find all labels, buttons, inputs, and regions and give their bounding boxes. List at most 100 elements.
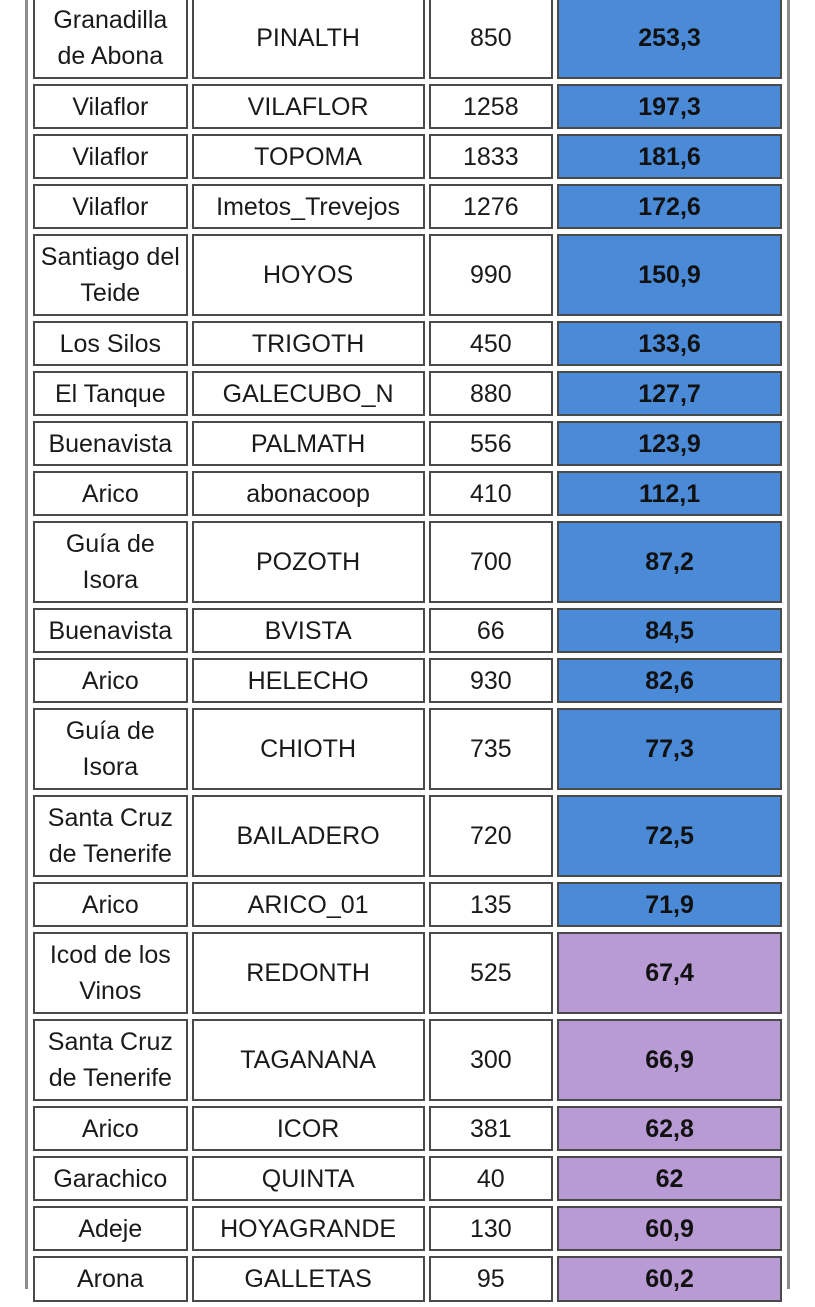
station-cell: TRIGOTH <box>191 321 425 366</box>
altitude-cell: 700 <box>428 521 554 603</box>
altitude-cell: 1258 <box>428 84 554 129</box>
table-row: Arico abonacoop 410 112,1 <box>33 471 782 516</box>
municipality-cell: Guía de Isora <box>33 521 188 603</box>
municipality-cell: El Tanque <box>33 371 188 416</box>
altitude-cell: 720 <box>428 795 554 877</box>
municipality-cell: Arico <box>33 471 188 516</box>
station-cell: Imetos_Trevejos <box>191 184 425 229</box>
altitude-cell: 135 <box>428 882 554 927</box>
altitude-cell: 525 <box>428 932 554 1014</box>
value-cell: 181,6 <box>557 134 782 179</box>
municipality-cell: Guía de Isora <box>33 708 188 790</box>
table-row: El Tanque GALECUBO_N 880 127,7 <box>33 371 782 416</box>
altitude-cell: 450 <box>428 321 554 366</box>
altitude-cell: 300 <box>428 1019 554 1101</box>
altitude-cell: 556 <box>428 421 554 466</box>
station-cell: POZOTH <box>191 521 425 603</box>
municipality-cell: Granadilla de Abona <box>33 0 188 79</box>
altitude-cell: 1833 <box>428 134 554 179</box>
table-row: Icod de los Vinos REDONTH 525 67,4 <box>33 932 782 1014</box>
value-cell: 150,9 <box>557 234 782 316</box>
table-row: Arona GALLETAS 95 60,2 <box>33 1256 782 1302</box>
table-row: Buenavista BVISTA 66 84,5 <box>33 608 782 653</box>
station-cell: HELECHO <box>191 658 425 703</box>
value-cell: 172,6 <box>557 184 782 229</box>
value-cell: 87,2 <box>557 521 782 603</box>
altitude-cell: 990 <box>428 234 554 316</box>
table-row: Adeje HOYAGRANDE 130 60,9 <box>33 1206 782 1251</box>
value-cell: 123,9 <box>557 421 782 466</box>
municipality-cell: Icod de los Vinos <box>33 932 188 1014</box>
municipality-cell: Arico <box>33 658 188 703</box>
altitude-cell: 735 <box>428 708 554 790</box>
rainfall-table: Granadilla de Abona PINALTH 850 253,3 Vi… <box>29 0 786 1307</box>
value-cell: 77,3 <box>557 708 782 790</box>
station-cell: TOPOMA <box>191 134 425 179</box>
municipality-cell: Vilaflor <box>33 184 188 229</box>
value-cell: 66,9 <box>557 1019 782 1101</box>
value-cell: 72,5 <box>557 795 782 877</box>
value-cell: 112,1 <box>557 471 782 516</box>
value-cell: 253,3 <box>557 0 782 79</box>
altitude-cell: 130 <box>428 1206 554 1251</box>
station-cell: ICOR <box>191 1106 425 1151</box>
municipality-cell: Garachico <box>33 1156 188 1201</box>
station-cell: abonacoop <box>191 471 425 516</box>
station-cell: REDONTH <box>191 932 425 1014</box>
altitude-cell: 66 <box>428 608 554 653</box>
value-cell: 62 <box>557 1156 782 1201</box>
station-cell: BVISTA <box>191 608 425 653</box>
station-cell: ARICO_01 <box>191 882 425 927</box>
table-row: Garachico QUINTA 40 62 <box>33 1156 782 1201</box>
value-cell: 60,2 <box>557 1256 782 1302</box>
station-cell: GALLETAS <box>191 1256 425 1302</box>
table-row: Arico ICOR 381 62,8 <box>33 1106 782 1151</box>
value-cell: 133,6 <box>557 321 782 366</box>
altitude-cell: 930 <box>428 658 554 703</box>
municipality-cell: Santiago del Teide <box>33 234 188 316</box>
table-row: Vilaflor TOPOMA 1833 181,6 <box>33 134 782 179</box>
value-cell: 82,6 <box>557 658 782 703</box>
table-row: Santa Cruz de Tenerife TAGANANA 300 66,9 <box>33 1019 782 1101</box>
value-cell: 60,9 <box>557 1206 782 1251</box>
value-cell: 127,7 <box>557 371 782 416</box>
station-cell: PINALTH <box>191 0 425 79</box>
value-cell: 67,4 <box>557 932 782 1014</box>
station-cell: HOYOS <box>191 234 425 316</box>
altitude-cell: 850 <box>428 0 554 79</box>
table-body: Granadilla de Abona PINALTH 850 253,3 Vi… <box>33 0 782 1302</box>
table-row: Guía de Isora CHIOTH 735 77,3 <box>33 708 782 790</box>
altitude-cell: 880 <box>428 371 554 416</box>
value-cell: 71,9 <box>557 882 782 927</box>
station-cell: CHIOTH <box>191 708 425 790</box>
value-cell: 62,8 <box>557 1106 782 1151</box>
municipality-cell: Vilaflor <box>33 84 188 129</box>
altitude-cell: 95 <box>428 1256 554 1302</box>
station-cell: TAGANANA <box>191 1019 425 1101</box>
table-row: Guía de Isora POZOTH 700 87,2 <box>33 521 782 603</box>
municipality-cell: Los Silos <box>33 321 188 366</box>
station-cell: QUINTA <box>191 1156 425 1201</box>
altitude-cell: 40 <box>428 1156 554 1201</box>
table-row: Vilaflor VILAFLOR 1258 197,3 <box>33 84 782 129</box>
municipality-cell: Santa Cruz de Tenerife <box>33 795 188 877</box>
table-row: Granadilla de Abona PINALTH 850 253,3 <box>33 0 782 79</box>
table-row: Buenavista PALMATH 556 123,9 <box>33 421 782 466</box>
value-cell: 197,3 <box>557 84 782 129</box>
municipality-cell: Arona <box>33 1256 188 1302</box>
table-row: Santa Cruz de Tenerife BAILADERO 720 72,… <box>33 795 782 877</box>
municipality-cell: Arico <box>33 882 188 927</box>
station-cell: BAILADERO <box>191 795 425 877</box>
station-cell: HOYAGRANDE <box>191 1206 425 1251</box>
table-row: Los Silos TRIGOTH 450 133,6 <box>33 321 782 366</box>
municipality-cell: Adeje <box>33 1206 188 1251</box>
table-row: Arico HELECHO 930 82,6 <box>33 658 782 703</box>
table-row: Santiago del Teide HOYOS 990 150,9 <box>33 234 782 316</box>
value-cell: 84,5 <box>557 608 782 653</box>
table-row: Vilaflor Imetos_Trevejos 1276 172,6 <box>33 184 782 229</box>
altitude-cell: 1276 <box>428 184 554 229</box>
station-cell: VILAFLOR <box>191 84 425 129</box>
municipality-cell: Vilaflor <box>33 134 188 179</box>
municipality-cell: Arico <box>33 1106 188 1151</box>
altitude-cell: 410 <box>428 471 554 516</box>
